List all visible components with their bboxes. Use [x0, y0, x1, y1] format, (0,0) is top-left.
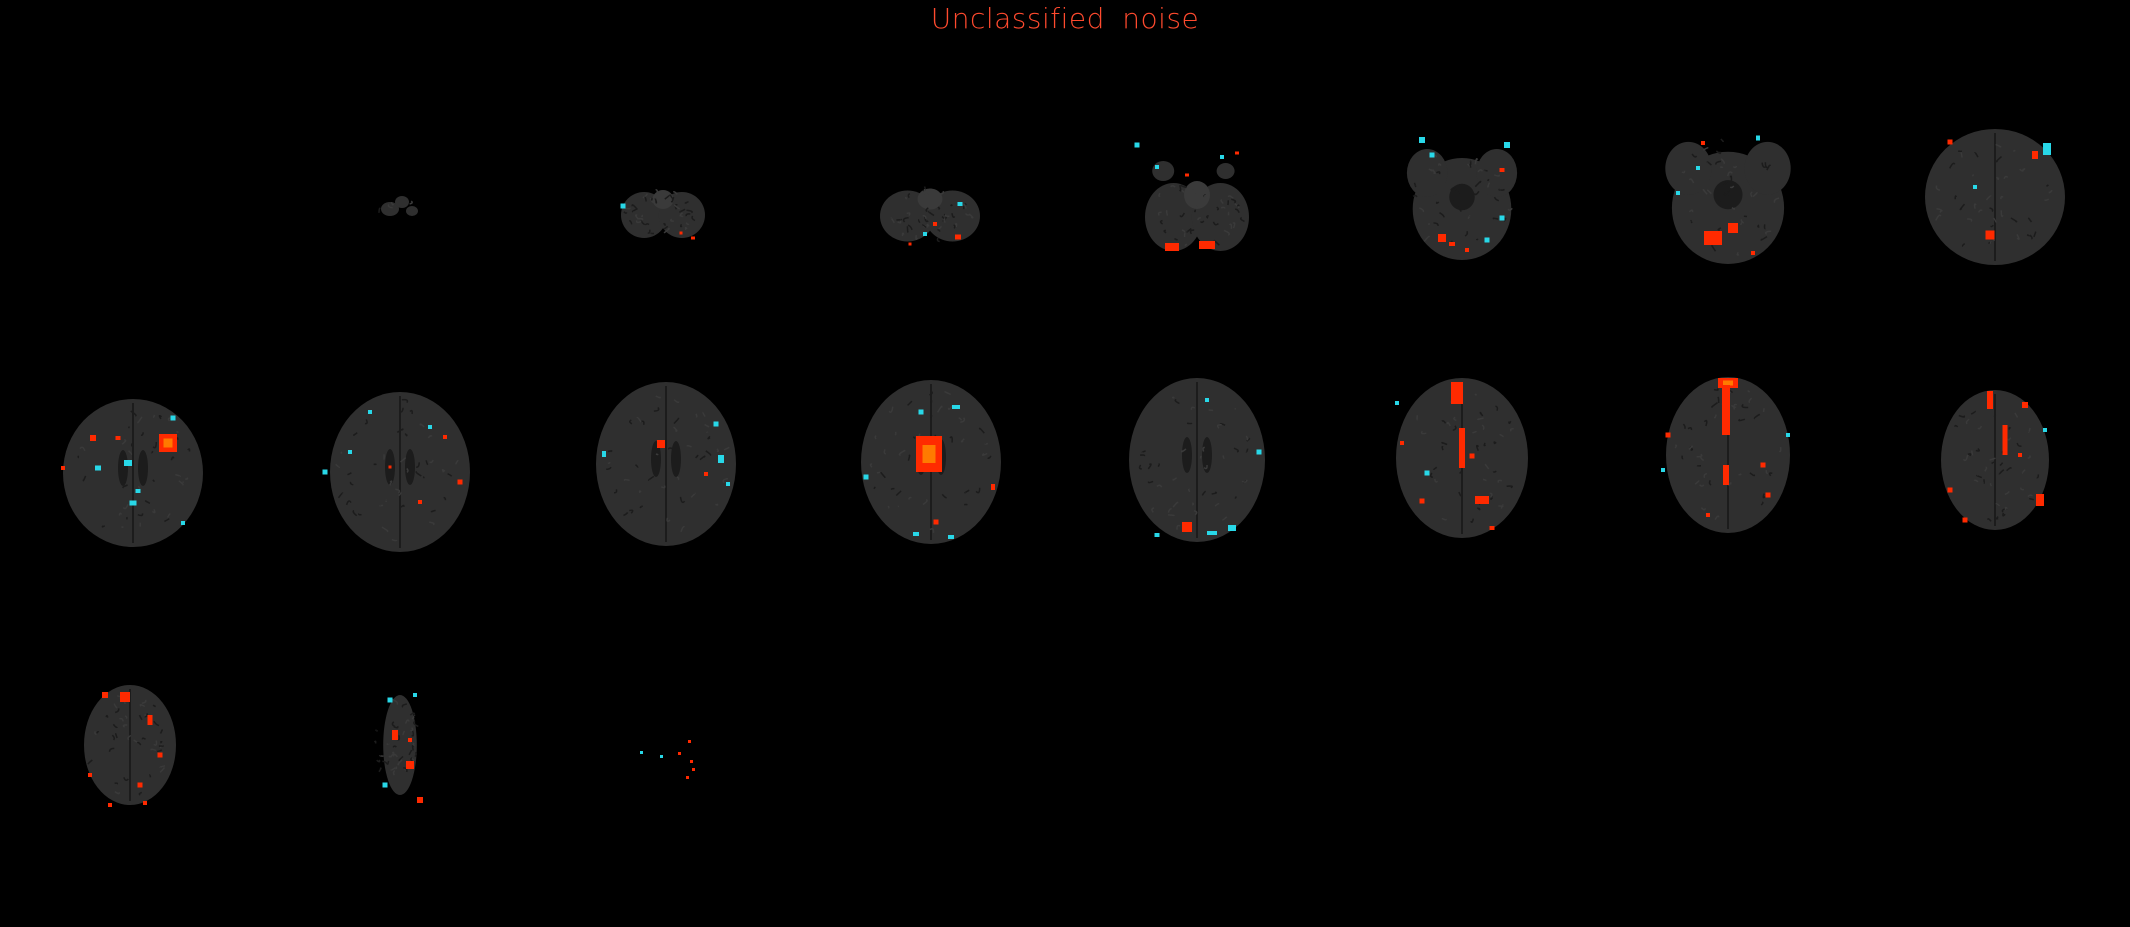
brain-slice-10	[322, 392, 470, 552]
brain-slice-4	[880, 186, 980, 246]
brain-slice-2	[378, 196, 418, 216]
brain-slice-6	[1406, 137, 1518, 260]
brain-slice-7	[1665, 135, 1791, 264]
brain-slice-18	[373, 693, 423, 803]
brain-slice-11	[596, 382, 736, 546]
brain-slice-9	[61, 399, 203, 547]
brain-slice-15	[1661, 377, 1790, 533]
brain-slice-5	[1134, 142, 1249, 251]
brain-slice-13	[1129, 378, 1265, 542]
brain-slice-16	[1941, 390, 2049, 530]
brain-slice-19	[640, 740, 695, 779]
brain-slice-17	[84, 685, 176, 807]
brain-slice-3	[620, 189, 706, 240]
brain-slice-12	[861, 380, 1001, 544]
component-title: Unclassified noise	[930, 2, 1200, 35]
brain-slice-14	[1395, 378, 1528, 538]
brain-slice-8	[1925, 129, 2065, 265]
